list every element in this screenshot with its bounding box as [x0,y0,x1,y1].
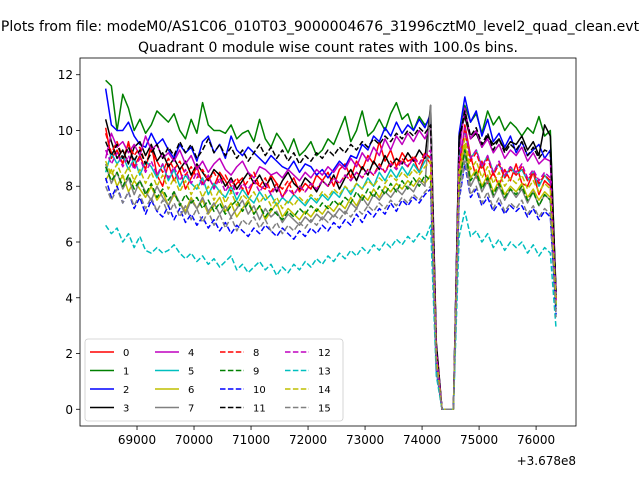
legend-label-2: 2 [123,385,129,396]
x-tick-label: 75000 [460,433,498,447]
legend-label-7: 7 [188,404,194,415]
x-tick-label: 74000 [403,433,441,447]
y-tick-label: 4 [65,291,73,305]
legend-label-0: 0 [123,348,129,359]
figure-suptitle: Plots from file: modeM0/AS1C06_010T03_90… [1,19,640,35]
legend-label-1: 1 [123,367,129,378]
y-tick-label: 10 [58,124,73,138]
y-tick-label: 12 [58,68,73,82]
series-line-4 [104,107,557,411]
x-tick-label: 73000 [346,433,384,447]
x-tick-label: 71000 [232,433,270,447]
chart-title: Quadrant 0 module wise count rates with … [138,40,518,56]
x-tick-label: 72000 [289,433,327,447]
series-line-13 [105,210,557,411]
series-line-14 [104,138,557,411]
x-offset-label: +3.678e8 [517,454,576,468]
series-lines [104,79,557,411]
series-line-10 [104,163,557,411]
legend-label-15: 15 [318,404,331,415]
legend-label-6: 6 [188,385,194,396]
series-line-11 [104,110,557,411]
x-tick-label: 69000 [118,433,156,447]
series-line-15 [104,160,557,411]
y-tick-label: 8 [65,180,73,194]
legend-label-5: 5 [188,367,194,378]
x-tick-label: 76000 [517,433,555,447]
legend-label-3: 3 [123,404,129,415]
legend-label-10: 10 [253,385,266,396]
series-line-2 [104,88,557,411]
y-axis: 0 2 4 6 8 10 12 [58,68,80,417]
legend-label-4: 4 [188,348,194,359]
legend-box [84,338,344,422]
x-axis: 69000 70000 71000 72000 73000 74000 75000 76000 [118,426,555,447]
series-line-12 [104,126,557,411]
y-tick-label: 6 [65,236,73,250]
legend-label-13: 13 [318,367,331,378]
legend-label-11: 11 [253,404,266,415]
x-tick-label: 70000 [175,433,213,447]
legend-label-9: 9 [253,367,259,378]
legend-label-14: 14 [318,385,331,396]
legend-label-12: 12 [318,348,331,359]
legend-label-8: 8 [253,348,259,359]
series-line-9 [104,149,557,411]
y-tick-label: 0 [65,403,73,417]
y-tick-label: 2 [65,347,73,361]
